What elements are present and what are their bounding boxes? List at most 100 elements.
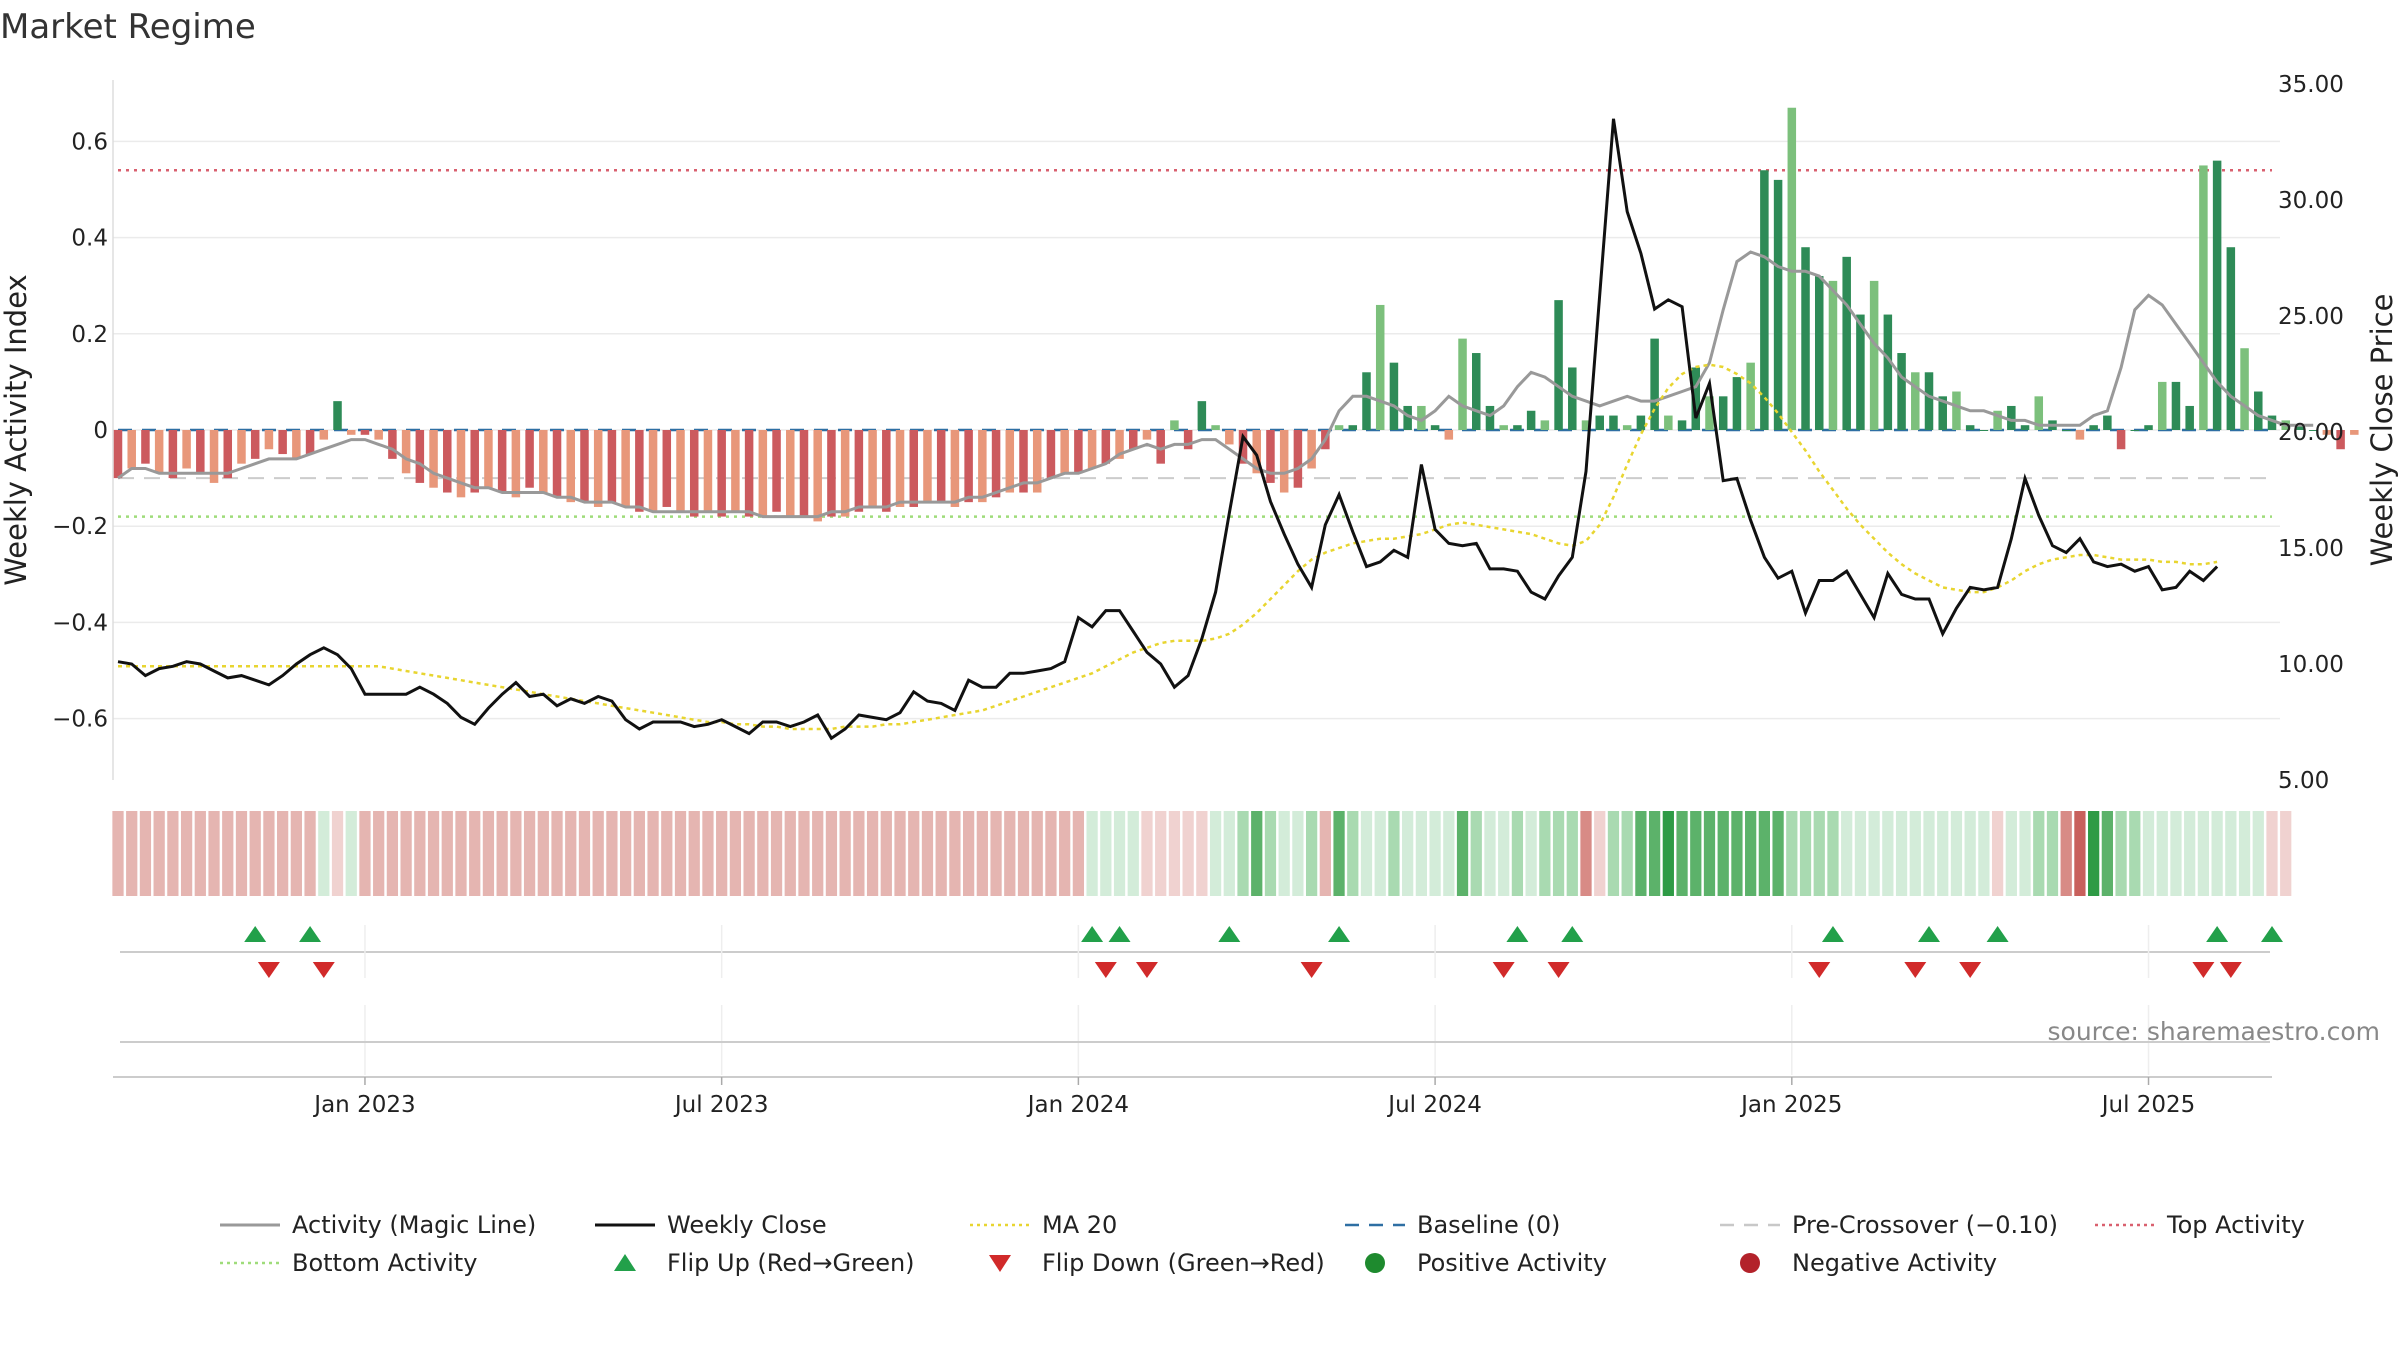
activity-bar xyxy=(1142,430,1152,440)
left-tick-label: 0 xyxy=(93,418,108,444)
flip-up-marker xyxy=(244,926,267,942)
activity-bar xyxy=(2157,381,2167,430)
regime-cell xyxy=(1511,811,1524,896)
activity-bar xyxy=(1485,405,1495,430)
activity-bar xyxy=(1238,430,1248,464)
regime-cell xyxy=(1909,811,1921,896)
activity-bar xyxy=(840,430,850,517)
activity-bar xyxy=(1403,405,1412,430)
activity-bar xyxy=(621,430,630,507)
activity-bar xyxy=(1252,430,1261,474)
regime-cell xyxy=(1319,811,1331,896)
regime-cell xyxy=(1648,811,1661,896)
regime-cell xyxy=(1662,811,1674,896)
regime-cell xyxy=(1031,811,1043,896)
legend-label: Pre-Crossover (−0.10) xyxy=(1792,1211,2058,1239)
legend-item: Bottom Activity xyxy=(220,1249,477,1277)
left-tick-label: 0.2 xyxy=(71,322,108,348)
right-tick-label: 35.00 xyxy=(2278,72,2344,98)
activity-bar xyxy=(305,430,315,455)
regime-cell xyxy=(2142,811,2155,896)
activity-bar xyxy=(552,430,562,498)
activity-bar xyxy=(923,430,932,503)
regime-cell xyxy=(1991,811,2004,896)
regime-cell xyxy=(469,811,481,896)
activity-bar xyxy=(978,430,987,503)
regime-cell xyxy=(798,811,810,896)
legend-item: Top Activity xyxy=(2095,1211,2305,1239)
flip-down-marker xyxy=(1492,962,1515,978)
regime-cell xyxy=(139,811,152,896)
regime-cell xyxy=(784,811,796,896)
activity-bar xyxy=(250,430,260,459)
activity-bar xyxy=(1856,314,1865,430)
regime-cell xyxy=(1676,811,1688,896)
activity-bar xyxy=(2020,425,2030,430)
regime-cell xyxy=(427,811,440,896)
regime-cell xyxy=(1799,811,1812,896)
flip-up-marker xyxy=(299,926,322,942)
regime-cell xyxy=(1168,811,1181,896)
chart-title: Market Regime xyxy=(0,7,256,47)
activity-bar xyxy=(470,430,479,493)
regime-cell xyxy=(2060,811,2072,896)
activity-bar xyxy=(525,430,534,488)
legend-label: Flip Down (Green→Red) xyxy=(1042,1249,1325,1277)
legend-label: Negative Activity xyxy=(1792,1249,1997,1277)
activity-bar xyxy=(2336,430,2345,450)
flip-up-marker xyxy=(1218,926,1241,942)
legend-label: Baseline (0) xyxy=(1417,1211,1560,1239)
activity-bar xyxy=(635,430,644,512)
regime-cell xyxy=(1525,811,1537,896)
regime-cell xyxy=(523,811,536,896)
regime-cell xyxy=(1113,811,1126,896)
activity-bar xyxy=(1609,415,1618,430)
activity-bar xyxy=(1842,256,1851,430)
regime-cell xyxy=(1127,811,1139,896)
regime-cell xyxy=(1470,811,1482,896)
activity-bar xyxy=(799,430,809,517)
flip-down-marker xyxy=(1094,962,1117,978)
regime-cell xyxy=(990,811,1002,896)
regime-cell xyxy=(208,811,220,896)
activity-bar xyxy=(1636,415,1646,430)
activity-bar xyxy=(1581,420,1591,430)
regime-cell xyxy=(373,811,385,896)
activity-bar xyxy=(689,430,699,517)
activity-bar xyxy=(209,430,219,483)
regime-cell xyxy=(537,811,549,896)
regime-cell xyxy=(126,811,138,896)
activity-bar xyxy=(580,430,589,503)
ma20-line xyxy=(118,363,2218,731)
activity-bar xyxy=(1032,430,1042,493)
activity-bar xyxy=(223,430,233,479)
x-tick-label: Jan 2024 xyxy=(1026,1092,1129,1118)
activity-bar xyxy=(1732,377,1742,430)
legend-swatch xyxy=(989,1255,1011,1272)
legend-label: Weekly Close xyxy=(667,1211,827,1239)
regime-cell xyxy=(1635,811,1647,896)
regime-cell xyxy=(1209,811,1222,896)
legend-item: Positive Activity xyxy=(1365,1249,1607,1277)
left-axis-label: Weekly Activity Index xyxy=(0,274,33,585)
activity-bar xyxy=(374,430,383,440)
activity-bar xyxy=(511,430,521,498)
reference-lines xyxy=(118,169,2272,518)
regime-cell xyxy=(331,811,344,896)
flip-down-marker xyxy=(1547,962,1570,978)
activity-bar xyxy=(813,430,822,522)
regime-cell xyxy=(729,811,742,896)
source-note: source: sharemaestro.com xyxy=(2048,1017,2381,1046)
regime-cell xyxy=(688,811,700,896)
x-tick-label: Jan 2023 xyxy=(312,1092,415,1118)
regime-cell xyxy=(1264,811,1277,896)
regime-cell xyxy=(414,811,426,896)
flip-markers-panel xyxy=(120,925,2283,978)
regime-cell xyxy=(565,811,577,896)
flip-up-marker xyxy=(1506,926,1529,942)
regime-cell xyxy=(2280,811,2292,896)
regime-cell xyxy=(1594,811,1606,896)
regime-cell xyxy=(1964,811,1976,896)
activity-bar xyxy=(1568,367,1577,430)
flip-up-marker xyxy=(2261,926,2283,942)
